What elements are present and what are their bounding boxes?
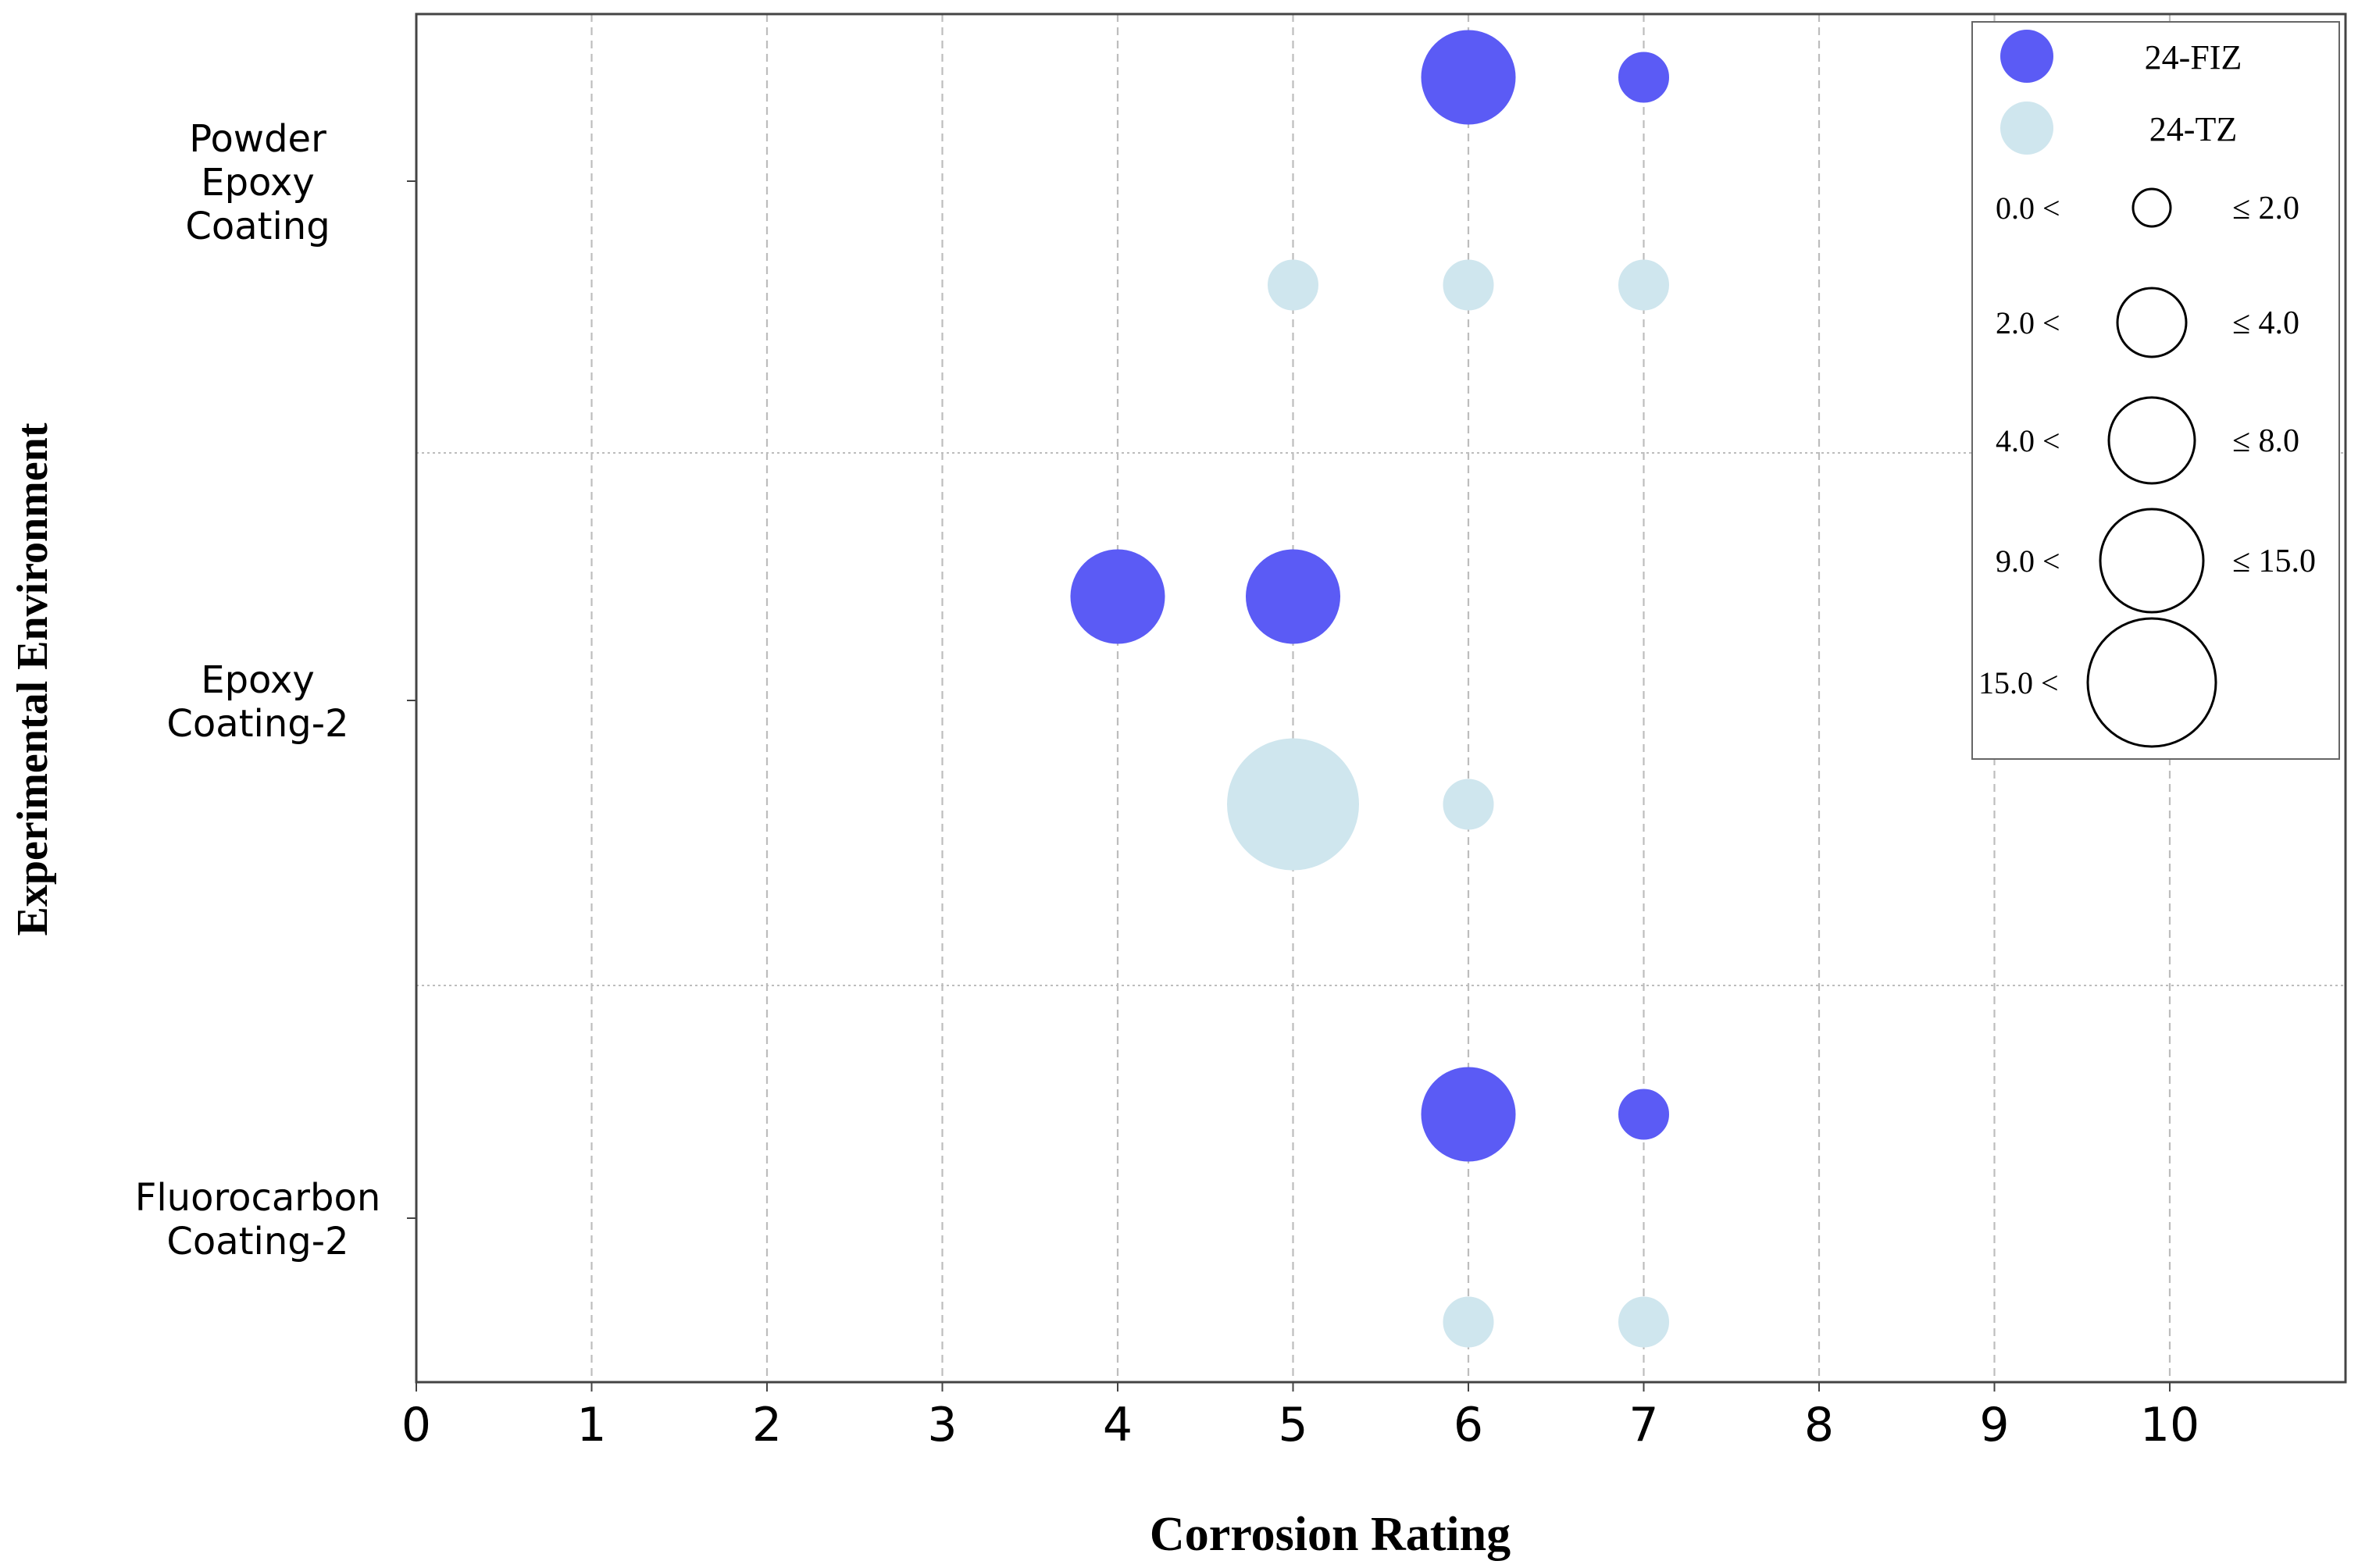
x-tick-label: 8 — [1804, 1398, 1834, 1452]
legend-size-high: ≤ 15.0 — [2232, 543, 2316, 579]
legend-size-low: 4.0 < — [1996, 423, 2060, 458]
bubble-24-fiz — [1618, 52, 1669, 103]
legend-size-high: ≤ 8.0 — [2232, 423, 2299, 459]
bubble-24-tz — [1443, 779, 1494, 830]
legend-size-low: 15.0 < — [1978, 665, 2059, 700]
legend-size-circle — [2099, 508, 2205, 614]
x-tick-label: 3 — [927, 1398, 957, 1452]
x-axis-label: Corrosion Rating — [1150, 1508, 1511, 1561]
x-tick-label: 6 — [1454, 1398, 1483, 1452]
bubble-24-fiz — [1421, 30, 1516, 125]
legend: 24-FIZ 24-TZ 0.0 < ≤ 2.0 2.0 < ≤ 4.0 4.0 < ≤ 8.… — [1971, 21, 2340, 760]
legend-size-circle — [2131, 187, 2172, 228]
bubble-24-fiz — [1618, 1089, 1669, 1140]
bubble-24-tz — [1618, 259, 1669, 311]
legend-size-circle — [2116, 287, 2188, 358]
x-tick-label: 10 — [2140, 1398, 2199, 1452]
x-tick-label: 5 — [1278, 1398, 1307, 1452]
legend-label: 24-FIZ — [2145, 38, 2242, 77]
plot-frame — [415, 12, 2347, 1384]
bubble-24-tz — [1227, 738, 1359, 871]
legend-label: 24-TZ — [2149, 110, 2237, 148]
x-axis-ticks: 0 1 2 3 4 5 6 7 8 9 10 — [401, 1382, 2199, 1452]
bubble-24-fiz — [1246, 549, 1340, 644]
legend-size-circle — [2107, 396, 2196, 485]
bubble-marks — [1070, 30, 1669, 1348]
legend-size-low: 9.0 < — [1996, 543, 2060, 579]
x-tick-label: 4 — [1103, 1398, 1133, 1452]
y-tick-label: Fluorocarbon Coating-2 — [135, 1176, 381, 1263]
x-tick-label: 9 — [1979, 1398, 2009, 1452]
x-tick-label: 1 — [576, 1398, 606, 1452]
bubble-24-fiz — [1070, 549, 1165, 644]
bubble-24-fiz — [1421, 1067, 1516, 1162]
legend-marker-24-tz — [2000, 102, 2053, 155]
bubble-24-tz — [1443, 259, 1494, 311]
bubble-24-tz — [1443, 1296, 1494, 1348]
x-tick-label: 2 — [752, 1398, 782, 1452]
bubble-24-tz — [1618, 1296, 1669, 1348]
x-tick-label: 0 — [401, 1398, 431, 1452]
legend-size-high: ≤ 2.0 — [2232, 191, 2299, 226]
y-axis-ticks: Powder Epoxy Coating Epoxy Coating-2 Fluoroca… — [135, 117, 416, 1263]
bubble-24-tz — [1268, 259, 1318, 311]
legend-size-high: ≤ 4.0 — [2232, 305, 2299, 341]
legend-marker-24-fiz — [2000, 30, 2053, 83]
y-axis-label: Experimental Environment — [9, 422, 57, 935]
y-tick-label: Powder Epoxy Coating — [185, 117, 330, 248]
legend-size-circle — [2086, 617, 2217, 748]
x-tick-label: 7 — [1628, 1398, 1658, 1452]
legend-size-low: 2.0 < — [1996, 305, 2060, 340]
legend-size-low: 0.0 < — [1996, 191, 2060, 226]
y-tick-label: Epoxy Coating-2 — [166, 658, 348, 746]
